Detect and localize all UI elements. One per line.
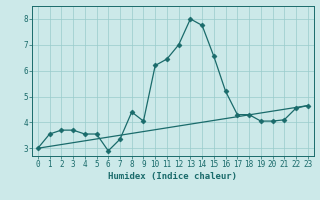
X-axis label: Humidex (Indice chaleur): Humidex (Indice chaleur) [108, 172, 237, 181]
